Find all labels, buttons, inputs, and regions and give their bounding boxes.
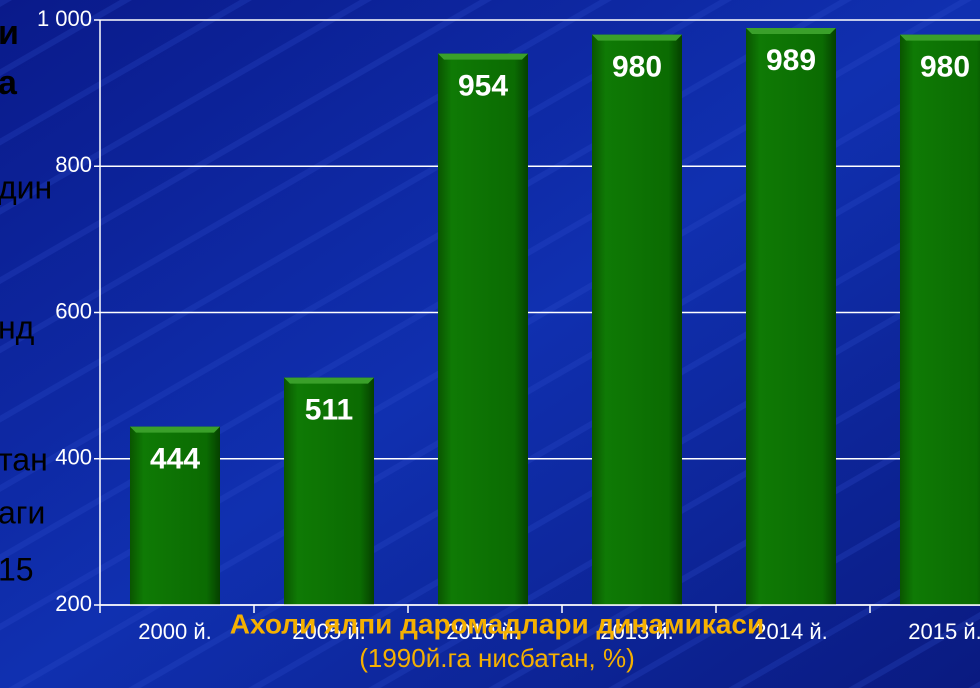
data-label: 980 [920, 51, 970, 84]
slide-text-fragment: аги [0, 494, 45, 530]
x-tick-label: 2015 й. [908, 619, 980, 644]
bar [284, 377, 374, 605]
x-tick-label: 2000 й. [138, 619, 211, 644]
y-tick-label: 1 000 [37, 6, 92, 31]
data-label: 989 [766, 44, 816, 77]
slide-text-fragment: нд [0, 309, 35, 345]
bar-bevel [592, 34, 682, 41]
x-tick-label: 2014 й. [754, 619, 827, 644]
bar [438, 53, 528, 605]
bar [592, 34, 682, 605]
bar-bevel [130, 426, 220, 433]
y-tick-label: 200 [55, 591, 92, 616]
y-tick-label: 400 [55, 445, 92, 470]
bar-bevel [284, 377, 374, 384]
slide-text-fragment: 15 [0, 551, 34, 587]
x-tick-label: 2013 й. [600, 619, 673, 644]
bar [130, 426, 220, 605]
chart-subtitle: (1990й.га нисбатан, %) [359, 643, 635, 673]
slide-text-fragment: и [0, 14, 19, 52]
bar-bevel [746, 28, 836, 35]
data-label: 511 [305, 394, 353, 427]
slide-text-fragment: тан [0, 441, 48, 477]
bar-bevel [900, 34, 980, 41]
x-tick-label: 2005 й. [292, 619, 365, 644]
data-label: 954 [458, 70, 508, 103]
slide-text-fragment: а [0, 64, 18, 102]
bar [900, 34, 980, 605]
y-tick-label: 600 [55, 298, 92, 323]
x-tick-label: 2010 й. [446, 619, 519, 644]
chart-title: Ахоли ялпи даромадлари динамикаси [230, 608, 764, 639]
y-tick-label: 800 [55, 152, 92, 177]
bar [746, 28, 836, 605]
data-label: 980 [612, 51, 662, 84]
bar-bevel [438, 53, 528, 60]
data-label: 444 [150, 442, 200, 475]
slide-text-fragment: дин [0, 169, 52, 205]
